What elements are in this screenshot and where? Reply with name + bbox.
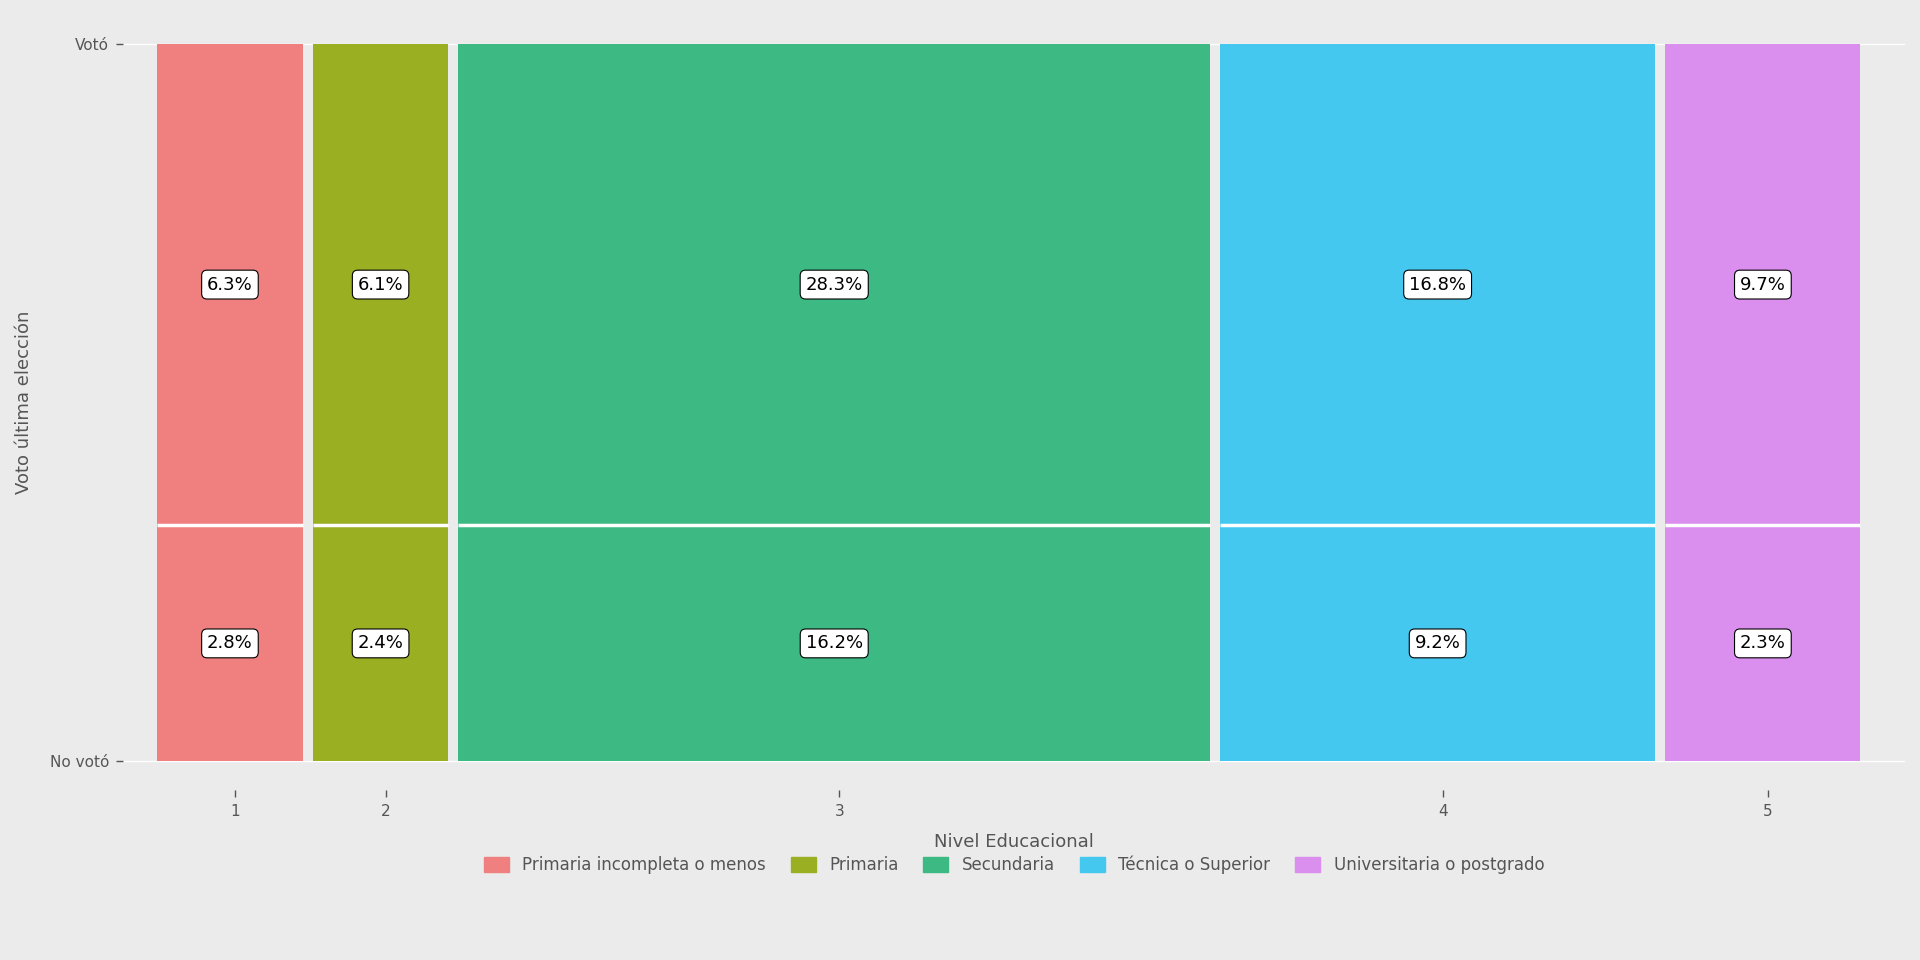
Text: 16.8%: 16.8% [1409, 276, 1467, 294]
Bar [313, 44, 447, 525]
Bar [459, 44, 1210, 525]
Text: 28.3%: 28.3% [806, 276, 862, 294]
Text: 2.3%: 2.3% [1740, 635, 1786, 653]
Bar [313, 525, 447, 761]
Text: 16.2%: 16.2% [806, 635, 862, 653]
Text: 2.8%: 2.8% [207, 635, 253, 653]
Bar [1665, 525, 1860, 761]
Bar [157, 44, 303, 525]
X-axis label: Nivel Educacional: Nivel Educacional [933, 833, 1094, 851]
Legend: Primaria incompleta o menos, Primaria, Secundaria, Técnica o Superior, Universit: Primaria incompleta o menos, Primaria, S… [476, 848, 1553, 882]
Bar [1665, 44, 1860, 525]
Bar [459, 525, 1210, 761]
Text: 6.3%: 6.3% [207, 276, 253, 294]
Bar [157, 525, 303, 761]
Text: 9.2%: 9.2% [1415, 635, 1461, 653]
Bar [1221, 525, 1655, 761]
Bar [1221, 44, 1655, 525]
Y-axis label: Voto última elección: Voto última elección [15, 311, 33, 494]
Text: 2.4%: 2.4% [357, 635, 403, 653]
Text: 6.1%: 6.1% [357, 276, 403, 294]
Text: 9.7%: 9.7% [1740, 276, 1786, 294]
